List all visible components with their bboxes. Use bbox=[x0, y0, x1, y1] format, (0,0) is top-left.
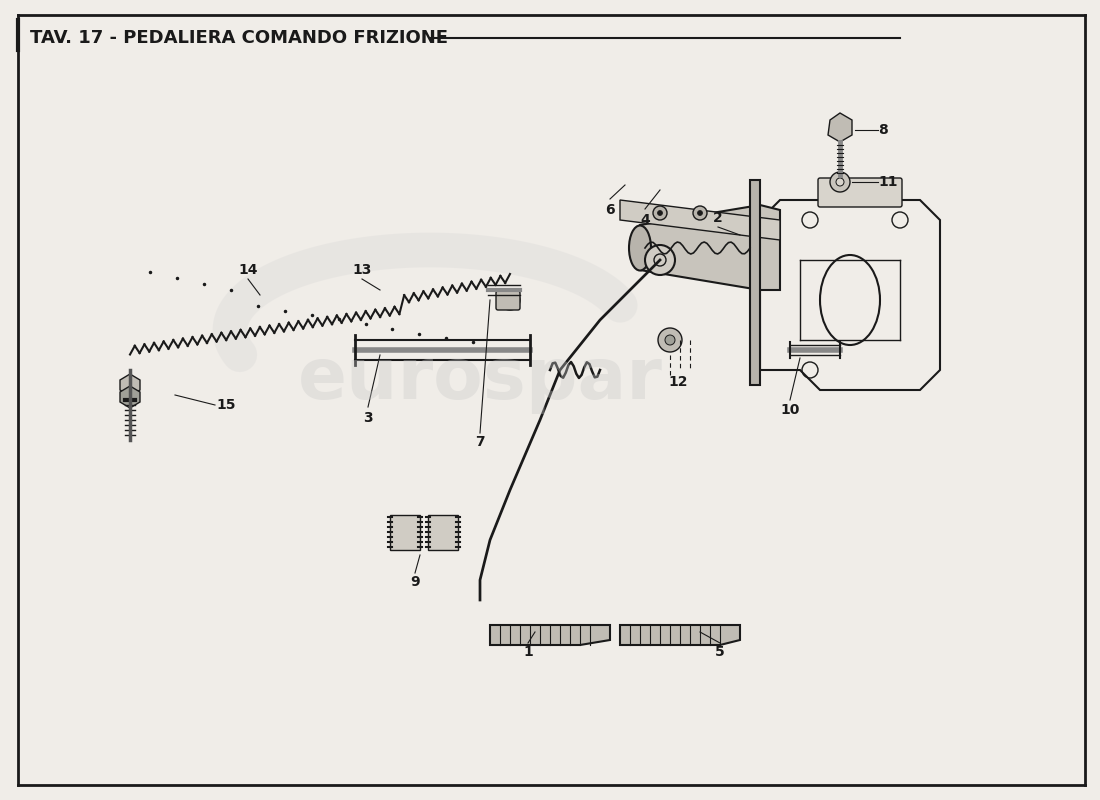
Text: 2: 2 bbox=[713, 211, 723, 225]
Polygon shape bbox=[750, 180, 760, 385]
Text: 9: 9 bbox=[410, 575, 420, 589]
Polygon shape bbox=[620, 200, 780, 240]
Circle shape bbox=[500, 290, 520, 310]
Text: 6: 6 bbox=[605, 203, 615, 217]
Circle shape bbox=[693, 206, 707, 220]
Polygon shape bbox=[490, 625, 610, 645]
Polygon shape bbox=[120, 374, 140, 396]
Polygon shape bbox=[828, 113, 852, 142]
Text: 11: 11 bbox=[878, 175, 898, 189]
Text: 10: 10 bbox=[780, 403, 800, 417]
Text: 14: 14 bbox=[239, 263, 257, 277]
Circle shape bbox=[666, 335, 675, 345]
Text: 8: 8 bbox=[878, 123, 888, 137]
Polygon shape bbox=[428, 515, 458, 550]
Text: 13: 13 bbox=[352, 263, 372, 277]
Polygon shape bbox=[640, 205, 780, 290]
Text: 1: 1 bbox=[524, 645, 532, 659]
Text: TAV. 17 - PEDALIERA COMANDO FRIZIONE: TAV. 17 - PEDALIERA COMANDO FRIZIONE bbox=[30, 29, 448, 47]
Circle shape bbox=[645, 245, 675, 275]
Polygon shape bbox=[620, 625, 740, 645]
Text: 15: 15 bbox=[216, 398, 235, 412]
Polygon shape bbox=[120, 386, 140, 408]
Text: 3: 3 bbox=[363, 411, 373, 425]
Circle shape bbox=[830, 172, 850, 192]
Circle shape bbox=[697, 210, 703, 215]
Circle shape bbox=[658, 210, 662, 215]
Text: eurospar: eurospar bbox=[298, 346, 662, 414]
Text: 12: 12 bbox=[669, 375, 688, 389]
Circle shape bbox=[653, 206, 667, 220]
Ellipse shape bbox=[629, 226, 651, 270]
Text: 5: 5 bbox=[715, 645, 725, 659]
Circle shape bbox=[836, 178, 844, 186]
Polygon shape bbox=[390, 515, 420, 550]
Circle shape bbox=[658, 328, 682, 352]
FancyBboxPatch shape bbox=[496, 291, 520, 310]
Text: 4: 4 bbox=[640, 213, 650, 227]
FancyBboxPatch shape bbox=[818, 178, 902, 207]
Text: 7: 7 bbox=[475, 435, 485, 449]
